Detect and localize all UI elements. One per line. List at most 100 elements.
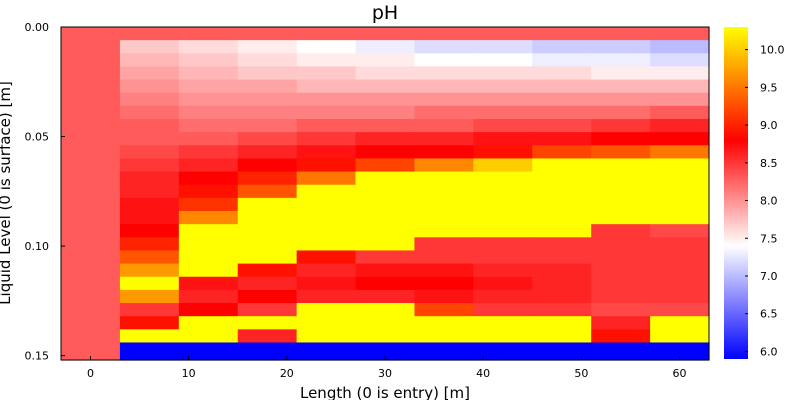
- heatmap-cell: [119, 171, 180, 186]
- heatmap-cell: [473, 329, 533, 344]
- colorbar-tick-label: 8.0: [760, 195, 778, 208]
- x-tick-label: 30: [378, 367, 392, 380]
- heatmap-cell: [355, 53, 416, 68]
- heatmap-cell: [591, 158, 651, 173]
- heatmap-cell: [178, 237, 239, 252]
- heatmap-cell: [237, 276, 298, 291]
- heatmap-cell: [237, 66, 298, 81]
- heatmap-cell: [178, 40, 239, 54]
- heatmap-cell: [119, 263, 180, 278]
- heatmap-cell: [650, 132, 710, 146]
- y-axis-label: Liquid Level (0 is surface) [m]: [0, 81, 14, 305]
- heatmap-cell: [414, 145, 474, 160]
- heatmap-cell: [414, 329, 474, 344]
- heatmap-cell: [237, 329, 298, 344]
- heatmap-cell: [414, 303, 474, 317]
- heatmap-cell: [61, 119, 121, 133]
- heatmap-cell: [296, 224, 357, 238]
- heatmap-cell: [532, 145, 592, 160]
- heatmap-cell: [237, 40, 298, 54]
- heatmap-cell: [355, 316, 416, 330]
- heatmap-cell: [119, 66, 180, 81]
- heatmap-cell: [414, 79, 474, 94]
- heatmap-cell: [414, 171, 474, 186]
- heatmap-cell: [355, 92, 416, 107]
- heatmap-cell: [178, 250, 239, 265]
- heatmap-cell: [119, 276, 180, 291]
- heatmap-cell: [119, 158, 180, 173]
- heatmap-cell: [119, 224, 180, 238]
- heatmap-cell: [473, 66, 533, 81]
- heatmap-cell: [61, 145, 121, 160]
- colorbar: [724, 27, 748, 359]
- heatmap-cell: [237, 105, 298, 120]
- colorbar-tick-label: 8.5: [760, 157, 778, 170]
- heatmap-cell: [296, 158, 357, 173]
- heatmap-cell: [650, 263, 710, 278]
- heatmap-cell: [296, 211, 357, 225]
- heatmap-cell: [237, 224, 298, 238]
- heatmap-cell: [650, 197, 710, 212]
- heatmap-cell: [237, 250, 298, 265]
- heatmap-cell: [473, 27, 533, 41]
- heatmap-cell: [532, 40, 592, 54]
- heatmap-cell: [355, 27, 416, 41]
- heatmap-cell: [532, 119, 592, 133]
- heatmap-cell: [650, 211, 710, 225]
- heatmap-cell: [237, 342, 298, 361]
- heatmap-cell: [178, 105, 239, 120]
- heatmap-cell: [61, 329, 121, 344]
- heatmap-cell: [532, 171, 592, 186]
- heatmap-cell: [591, 184, 651, 199]
- heatmap-cell: [473, 276, 533, 291]
- heatmap-cell: [650, 237, 710, 252]
- heatmap-cell: [591, 316, 651, 330]
- heatmap-cell: [532, 92, 592, 107]
- heatmap-cell: [650, 53, 710, 68]
- colorbar-tick-label: 9.5: [760, 81, 778, 94]
- heatmap-cell: [532, 211, 592, 225]
- heatmap-cell: [178, 132, 239, 146]
- heatmap-cell: [473, 250, 533, 265]
- heatmap-cell: [414, 237, 474, 252]
- x-tick-label: 20: [280, 367, 294, 380]
- heatmap-cell: [591, 53, 651, 68]
- colorbar-tick-label: 6.5: [760, 308, 778, 321]
- heatmap-cell: [119, 237, 180, 252]
- heatmap-cell: [61, 211, 121, 225]
- heatmap-cell: [237, 289, 298, 304]
- heatmap-cell: [178, 316, 239, 330]
- heatmap-cell: [532, 27, 592, 41]
- heatmap-cell: [532, 158, 592, 173]
- heatmap-cell: [414, 53, 474, 68]
- heatmap-cell: [61, 289, 121, 304]
- heatmap-cell: [178, 342, 239, 361]
- heatmap-cell: [119, 184, 180, 199]
- heatmap-cell: [61, 40, 121, 54]
- heatmap-cell: [650, 184, 710, 199]
- heatmap-cell: [296, 53, 357, 68]
- heatmap-cell: [237, 263, 298, 278]
- heatmap-cell: [591, 171, 651, 186]
- heatmap-cell: [414, 184, 474, 199]
- colorbar-ticks: 6.0 6.5 7.0 7.5 8.0 8.5 9.0 9.5 10.0: [745, 44, 785, 358]
- heatmap-cell: [650, 27, 710, 41]
- heatmap-cell: [296, 329, 357, 344]
- heatmap-cell: [532, 303, 592, 317]
- heatmap-cell: [473, 53, 533, 68]
- heatmap-cell: [61, 53, 121, 68]
- heatmap-cell: [414, 132, 474, 146]
- heatmap-cell: [532, 237, 592, 252]
- y-tick-label: 0.05: [25, 131, 50, 144]
- heatmap-cell: [473, 79, 533, 94]
- x-tick-label: 50: [574, 367, 588, 380]
- heatmap-cell: [414, 27, 474, 41]
- heatmap-cell: [61, 184, 121, 199]
- heatmap-cell: [532, 289, 592, 304]
- heatmap-cell: [650, 276, 710, 291]
- heatmap-cell: [650, 342, 710, 361]
- heatmap-cell: [237, 303, 298, 317]
- heatmap-cell: [296, 40, 357, 54]
- heatmap-cell: [119, 53, 180, 68]
